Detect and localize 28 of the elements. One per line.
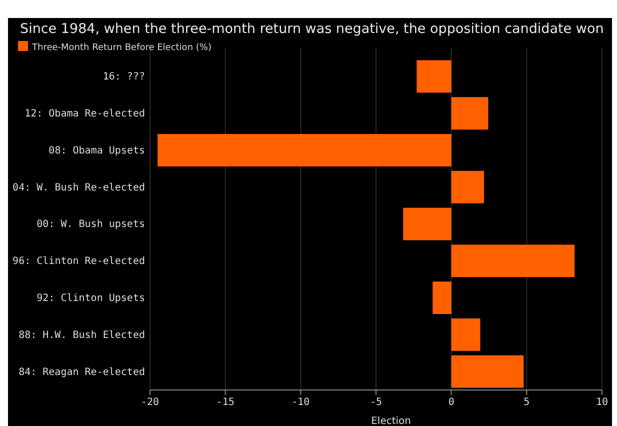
y-tick-label: 16: ??? xyxy=(102,72,145,83)
bar xyxy=(158,134,452,166)
bar xyxy=(416,60,452,93)
bar xyxy=(432,282,452,314)
x-tick-label: -15 xyxy=(216,397,234,408)
x-tick-label: 0 xyxy=(448,397,454,408)
y-tick-label: 96: Clinton Re-elected xyxy=(12,256,145,268)
x-tick-label: 5 xyxy=(524,397,530,408)
x-tick-label: -10 xyxy=(292,397,310,408)
x-tick-label: -5 xyxy=(370,397,382,408)
y-tick-label: 04: W. Bush Re-elected xyxy=(12,182,145,194)
bar xyxy=(451,170,484,204)
bar xyxy=(451,318,480,351)
y-tick-label: 00: W. Bush upsets xyxy=(36,219,145,230)
y-tick-label: 92: Clinton Upsets xyxy=(36,292,145,304)
x-tick-label: 10 xyxy=(596,397,608,408)
y-tick-label: 12: Obama Re-elected xyxy=(24,108,145,120)
bar xyxy=(403,208,452,240)
x-axis-title: Election xyxy=(371,416,412,426)
y-tick-label: 88: H.W. Bush Elected xyxy=(18,330,145,341)
bar xyxy=(451,97,488,130)
y-tick-label: 08: Obama Upsets xyxy=(48,145,145,156)
legend-label: Three-Month Return Before Election (%) xyxy=(31,43,212,53)
bar xyxy=(451,355,524,388)
bar xyxy=(451,244,575,278)
x-tick-label: -20 xyxy=(140,397,160,408)
y-tick-label: 84: Reagan Re-elected xyxy=(18,366,145,378)
chart-subtitle: Since 1984, when the three-month return was negative, the opposition candidate won xyxy=(20,21,604,37)
